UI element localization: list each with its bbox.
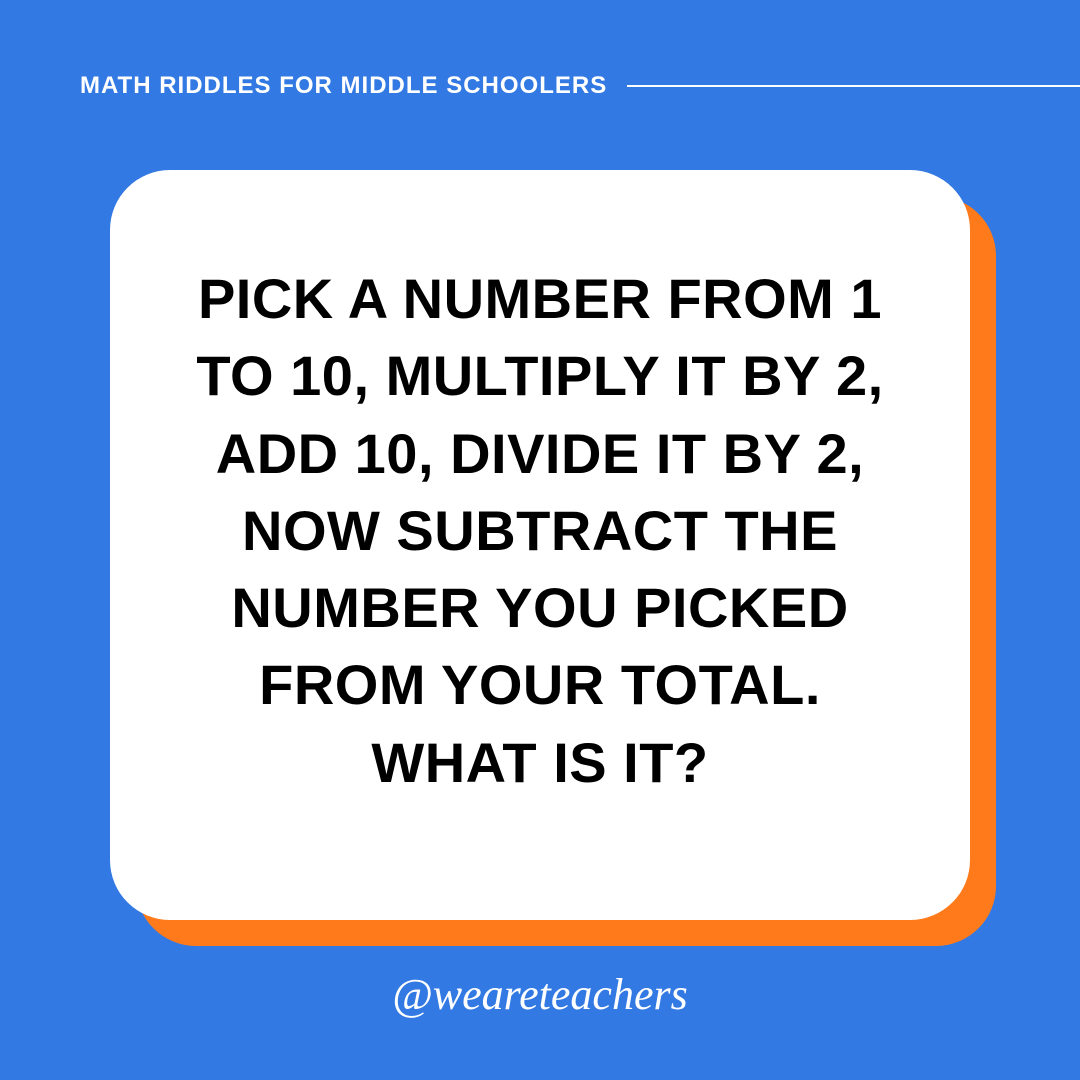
- social-handle: @weareteachers: [0, 969, 1080, 1020]
- header-bar: MATH RIDDLES FOR MIDDLE SCHOOLERS: [80, 72, 1080, 100]
- header-divider-line: [627, 85, 1080, 87]
- header-title: MATH RIDDLES FOR MIDDLE SCHOOLERS: [80, 72, 607, 100]
- riddle-text: PICK A NUMBER FROM 1 TO 10, MULTIPLY IT …: [180, 260, 900, 801]
- riddle-card-container: PICK A NUMBER FROM 1 TO 10, MULTIPLY IT …: [110, 170, 970, 920]
- riddle-card: PICK A NUMBER FROM 1 TO 10, MULTIPLY IT …: [110, 170, 970, 920]
